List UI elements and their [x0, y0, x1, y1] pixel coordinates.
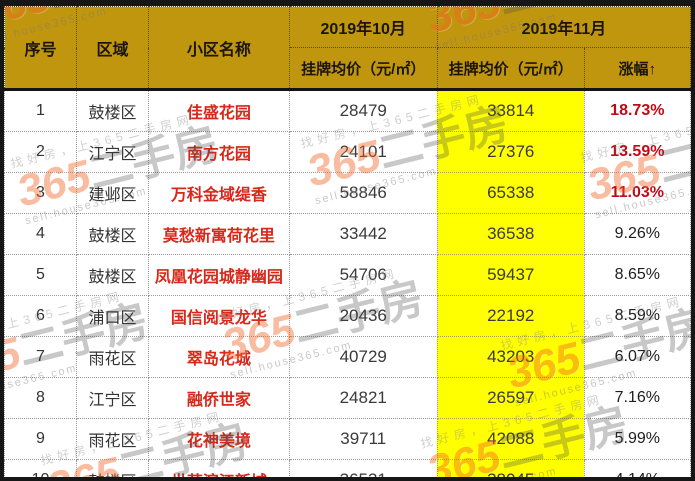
region-cell: 雨花区: [76, 418, 150, 460]
nov-price-cell: 33814: [436, 89, 585, 132]
seq-cell: 5: [4, 254, 78, 296]
table-body: 1 鼓楼区 佳盛花园 28479 33814 18.73% 2 江宁区 南方花园…: [4, 89, 691, 477]
community-name-cell: 万科金域缇香: [148, 172, 290, 214]
oct-price-cell: 28479: [288, 89, 438, 132]
header-region: 区域: [76, 6, 150, 91]
price-table: 序号 区域 小区名称 2019年10月 2019年11月 挂牌均价（元/㎡） 挂…: [4, 6, 691, 477]
table-row: 9 雨花区 花神美境 39711 42088 5.99%: [4, 418, 691, 460]
change-cell: 5.99%: [583, 418, 691, 460]
region-cell: 鼓楼区: [76, 213, 150, 255]
change-cell: 4.14%: [583, 459, 691, 477]
table-row: 2 江宁区 南方花园 24101 27376 13.59%: [4, 131, 691, 173]
region-cell: 鼓楼区: [76, 459, 150, 477]
community-name-cell: 莫愁新寓荷花里: [148, 213, 290, 255]
seq-cell: 4: [4, 213, 78, 255]
nov-price-cell: 59437: [436, 254, 585, 296]
oct-price-cell: 36531: [288, 459, 438, 477]
change-cell: 9.26%: [583, 213, 691, 255]
change-cell: 8.65%: [583, 254, 691, 296]
oct-price-cell: 54706: [288, 254, 438, 296]
header-community: 小区名称: [148, 6, 290, 91]
seq-cell: 9: [4, 418, 78, 460]
oct-price-cell: 39711: [288, 418, 438, 460]
header-oct-group: 2019年10月: [288, 6, 438, 48]
seq-cell: 7: [4, 336, 78, 378]
oct-price-cell: 24101: [288, 131, 438, 173]
nov-price-cell: 26597: [436, 377, 585, 419]
table-row: 10 鼓楼区 世茂滨江新城 36531 38045 4.14%: [4, 459, 691, 477]
seq-cell: 1: [4, 89, 78, 132]
oct-price-cell: 40729: [288, 336, 438, 378]
community-name-cell: 融侨世家: [148, 377, 290, 419]
seq-cell: 2: [4, 131, 78, 173]
region-cell: 鼓楼区: [76, 89, 150, 132]
change-cell: 18.73%: [583, 89, 691, 132]
table-row: 5 鼓楼区 凤凰花园城静幽园 54706 59437 8.65%: [4, 254, 691, 296]
table-row: 4 鼓楼区 莫愁新寓荷花里 33442 36538 9.26%: [4, 213, 691, 255]
table-row: 6 浦口区 国信阅景龙华 20436 22192 8.59%: [4, 295, 691, 337]
header-oct-price: 挂牌均价（元/㎡）: [288, 47, 438, 91]
header-change: 涨幅↑: [583, 47, 691, 91]
oct-price-cell: 33442: [288, 213, 438, 255]
region-cell: 江宁区: [76, 377, 150, 419]
region-cell: 雨花区: [76, 336, 150, 378]
region-cell: 建邺区: [76, 172, 150, 214]
change-cell: 8.59%: [583, 295, 691, 337]
table-row: 1 鼓楼区 佳盛花园 28479 33814 18.73%: [4, 89, 691, 132]
community-name-cell: 佳盛花园: [148, 89, 290, 132]
header-nov-group: 2019年11月: [436, 6, 691, 48]
region-cell: 鼓楼区: [76, 254, 150, 296]
community-name-cell: 凤凰花园城静幽园: [148, 254, 290, 296]
table-header: 序号 区域 小区名称 2019年10月 2019年11月 挂牌均价（元/㎡） 挂…: [4, 6, 691, 91]
header-nov-price: 挂牌均价（元/㎡）: [436, 47, 585, 91]
seq-cell: 3: [4, 172, 78, 214]
community-name-cell: 花神美境: [148, 418, 290, 460]
change-cell: 6.07%: [583, 336, 691, 378]
nov-price-cell: 38045: [436, 459, 585, 477]
change-cell: 13.59%: [583, 131, 691, 173]
header-seq: 序号: [4, 6, 78, 91]
table-row: 3 建邺区 万科金域缇香 58846 65338 11.03%: [4, 172, 691, 214]
nov-price-cell: 27376: [436, 131, 585, 173]
community-name-cell: 国信阅景龙华: [148, 295, 290, 337]
seq-cell: 10: [4, 459, 78, 477]
oct-price-cell: 58846: [288, 172, 438, 214]
change-cell: 7.16%: [583, 377, 691, 419]
community-name-cell: 世茂滨江新城: [148, 459, 290, 477]
nov-price-cell: 36538: [436, 213, 585, 255]
nov-price-cell: 22192: [436, 295, 585, 337]
region-cell: 江宁区: [76, 131, 150, 173]
oct-price-cell: 24821: [288, 377, 438, 419]
nov-price-cell: 42088: [436, 418, 585, 460]
table-row: 8 江宁区 融侨世家 24821 26597 7.16%: [4, 377, 691, 419]
community-name-cell: 南方花园: [148, 131, 290, 173]
oct-price-cell: 20436: [288, 295, 438, 337]
seq-cell: 8: [4, 377, 78, 419]
seq-cell: 6: [4, 295, 78, 337]
nov-price-cell: 43203: [436, 336, 585, 378]
region-cell: 浦口区: [76, 295, 150, 337]
community-name-cell: 翠岛花城: [148, 336, 290, 378]
change-cell: 11.03%: [583, 172, 691, 214]
nov-price-cell: 65338: [436, 172, 585, 214]
table-row: 7 雨花区 翠岛花城 40729 43203 6.07%: [4, 336, 691, 378]
